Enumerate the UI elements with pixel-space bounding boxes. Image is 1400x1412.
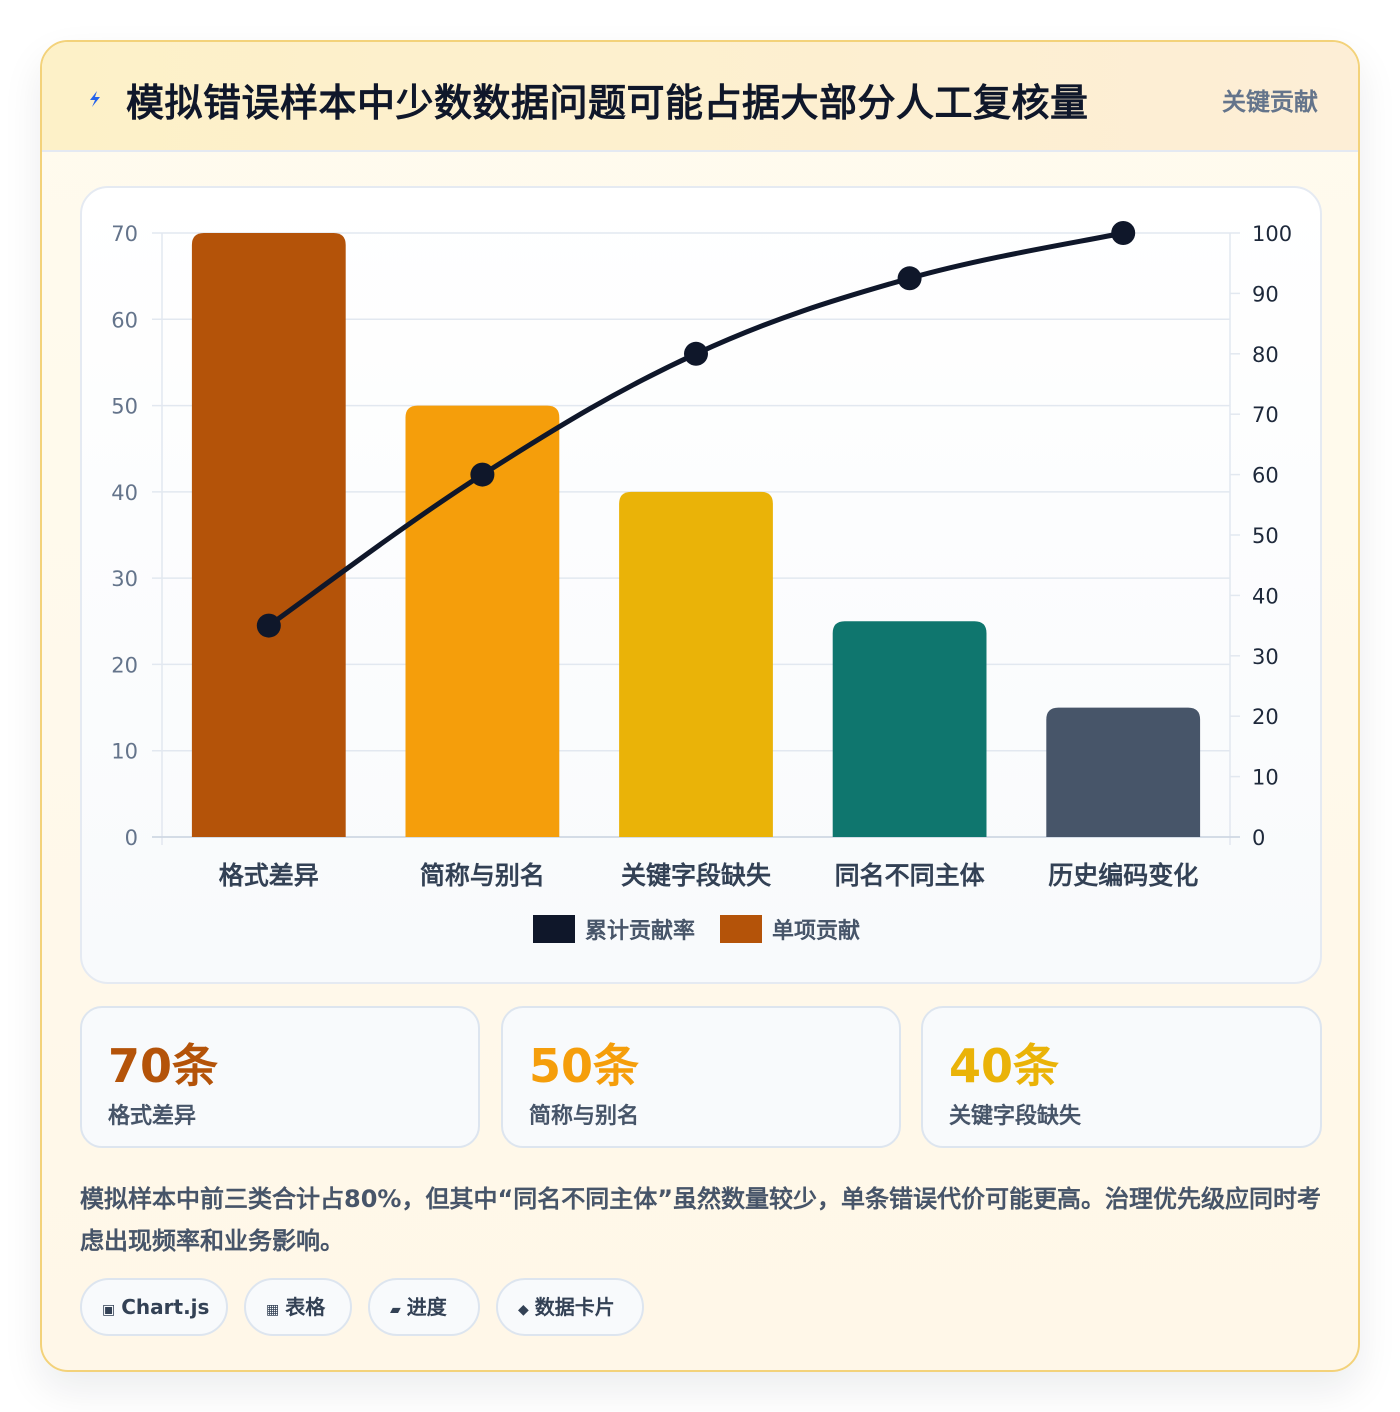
x-axis-category-label: 同名不同主体 — [835, 861, 986, 890]
report-card: 模拟错误样本中少数数据问题可能占据大部分人工复核量 关键贡献 0 10 20 30 40… — [40, 40, 1360, 1372]
progress-icon: ▰ — [390, 1302, 401, 1318]
cumulative-point — [1111, 221, 1136, 245]
legend-swatch — [533, 915, 575, 943]
stat-value: 70条 — [108, 1039, 219, 1093]
pareto-chart: 0 10 20 30 40 50 60 70 0 10 20 30 40 50 60 70 80 90 100 格式差… — [111, 221, 1292, 944]
y-axis-tick-label: 40 — [111, 481, 138, 505]
stat-value: 50条 — [529, 1039, 640, 1093]
stat-value: 40条 — [949, 1039, 1060, 1093]
card-icon: ◆ — [518, 1302, 529, 1318]
tag-progress[interactable]: ▰ 进度 — [368, 1278, 480, 1336]
y-axis-tick-label: 20 — [111, 653, 138, 677]
chart-icon: ▣ — [102, 1302, 116, 1318]
y-axis-tick-label: 0 — [125, 826, 138, 850]
table-icon: ▦ — [266, 1302, 280, 1318]
insight-note: 模拟样本中前三类合计占80%，但其中“同名不同主体”虽然数量较少，单条错误代价可… — [80, 1185, 1321, 1255]
y2-axis-tick-label: 20 — [1252, 705, 1279, 729]
y2-axis-tick-label: 90 — [1252, 282, 1279, 306]
tag-label: 进度 — [406, 1295, 447, 1319]
key-contribution-badge: 关键贡献 — [1222, 88, 1318, 116]
tag-chartjs[interactable]: ▣ Chart.js — [80, 1278, 228, 1336]
stat-card-format: 70条 格式差异 — [80, 1006, 480, 1148]
card-header: 模拟错误样本中少数数据问题可能占据大部分人工复核量 关键贡献 — [42, 42, 1358, 152]
y2-axis-tick-label: 70 — [1252, 403, 1279, 427]
stat-label: 简称与别名 — [529, 1104, 640, 1129]
stat-label: 关键字段缺失 — [949, 1104, 1082, 1129]
bar — [405, 405, 560, 837]
y-axis-tick-label: 10 — [111, 740, 138, 764]
y2-axis-tick-label: 80 — [1252, 343, 1279, 367]
y2-axis-tick-label: 60 — [1252, 464, 1279, 488]
page-title: 模拟错误样本中少数数据问题可能占据大部分人工复核量 — [126, 81, 1089, 125]
legend-label: 累计贡献率 — [585, 918, 695, 944]
tag-table[interactable]: ▦ 表格 — [244, 1278, 352, 1336]
stat-card-alias: 50条 简称与别名 — [501, 1006, 901, 1148]
stat-label: 格式差异 — [108, 1104, 197, 1129]
bar — [832, 621, 987, 837]
tag-label: 表格 — [285, 1295, 326, 1319]
stat-card-missing: 40条 关键字段缺失 — [921, 1006, 1322, 1148]
pareto-chart-panel: 0 10 20 30 40 50 60 70 0 10 20 30 40 50 60 70 80 90 100 格式差… — [80, 186, 1322, 984]
x-axis-category-label: 格式差异 — [219, 861, 319, 890]
y-axis-tick-label: 70 — [111, 222, 138, 246]
y-axis-tick-label: 30 — [111, 567, 138, 591]
y2-axis-tick-label: 0 — [1252, 826, 1265, 850]
bar — [619, 491, 773, 837]
y-axis-tick-label: 50 — [111, 395, 138, 419]
bar — [191, 233, 346, 837]
lightning-icon — [90, 91, 100, 107]
x-axis-category-label: 历史编码变化 — [1048, 861, 1198, 890]
y2-axis-tick-label: 50 — [1252, 524, 1279, 548]
bar — [1046, 707, 1201, 837]
legend-label: 单项贡献 — [772, 918, 860, 944]
y-axis-tick-label: 60 — [111, 308, 138, 332]
cumulative-point — [470, 462, 495, 487]
tag-data-card[interactable]: ◆ 数据卡片 — [496, 1278, 644, 1336]
y2-axis-tick-label: 40 — [1252, 584, 1279, 608]
x-axis-category-label: 关键字段缺失 — [621, 861, 772, 890]
cumulative-point — [684, 341, 708, 366]
y2-axis-tick-label: 100 — [1252, 222, 1292, 246]
legend-swatch — [720, 915, 762, 943]
y2-axis-tick-label: 10 — [1252, 766, 1279, 790]
tag-label: 数据卡片 — [534, 1295, 615, 1319]
cumulative-point — [256, 613, 281, 638]
x-axis-category-label: 简称与别名 — [420, 861, 545, 890]
y2-axis-tick-label: 30 — [1252, 645, 1279, 669]
tag-label: Chart.js — [121, 1295, 210, 1319]
cumulative-point — [897, 266, 922, 291]
